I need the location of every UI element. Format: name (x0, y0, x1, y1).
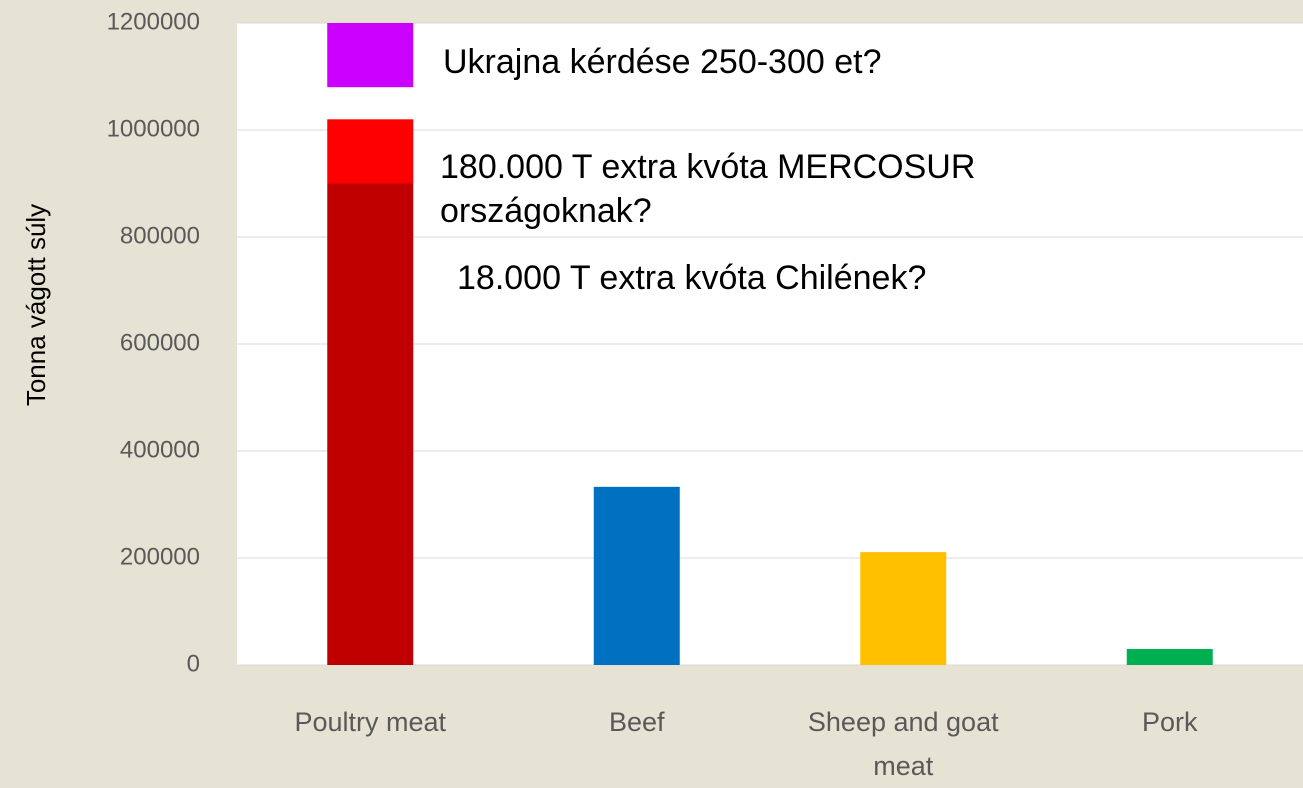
y-tick-label: 600000 (120, 329, 200, 356)
y-tick-label: 1000000 (107, 115, 200, 142)
bar-segment (327, 183, 414, 665)
y-tick-label: 200000 (120, 543, 200, 570)
annotation: Ukrajna kérdése 250-300 et? (443, 43, 882, 81)
y-tick-label: 0 (187, 650, 200, 677)
bar-segment (593, 486, 680, 665)
bar-segment (327, 23, 414, 88)
x-tick-label: Beef (608, 707, 665, 737)
bar-segment (860, 552, 947, 665)
annotation: 18.000 T extra kvóta Chilének? (457, 259, 927, 297)
bar-segment (327, 119, 414, 184)
x-tick-label: Pork (1141, 707, 1198, 737)
x-tick-label: Sheep and goat meat (807, 707, 999, 781)
y-tick-label: 1200000 (107, 8, 200, 35)
bar-segment (1126, 648, 1213, 665)
y-axis-title: Tonna vágott súly (21, 204, 51, 406)
y-tick-label: 800000 (120, 222, 200, 249)
x-tick-label: Poultry meat (294, 707, 447, 737)
annotation: 180.000 T extra kvóta MERCOSUR országokn… (440, 148, 976, 230)
y-tick-label: 400000 (120, 436, 200, 463)
